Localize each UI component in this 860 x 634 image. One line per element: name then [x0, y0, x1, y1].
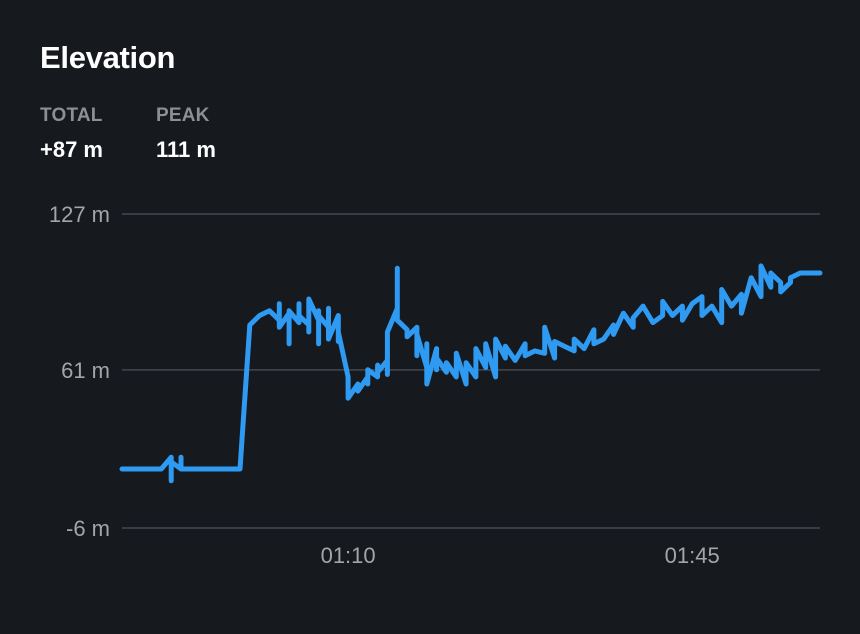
x-tick-label: 01:45 [665, 543, 720, 568]
x-tick-label: 01:10 [321, 543, 376, 568]
stat-total-value: +87 m [40, 137, 103, 162]
x-axis-ticks: 01:10 01:45 [321, 543, 720, 568]
y-tick-label: 127 m [49, 202, 110, 227]
chart-series [119, 263, 823, 484]
stat-peak-label: PEAK [156, 105, 210, 126]
y-axis-ticks: 127 m 61 m -6 m [49, 202, 110, 541]
stat-peak: PEAK 111 m [156, 105, 216, 163]
y-tick-label: -6 m [66, 516, 110, 541]
stat-total: TOTAL +87 m [40, 105, 103, 163]
elevation-line-0 [119, 263, 823, 484]
y-tick-label: 61 m [61, 358, 110, 383]
stat-total-label: TOTAL [40, 105, 103, 126]
card-title: Elevation [40, 40, 176, 75]
stat-peak-value: 111 m [156, 137, 216, 162]
